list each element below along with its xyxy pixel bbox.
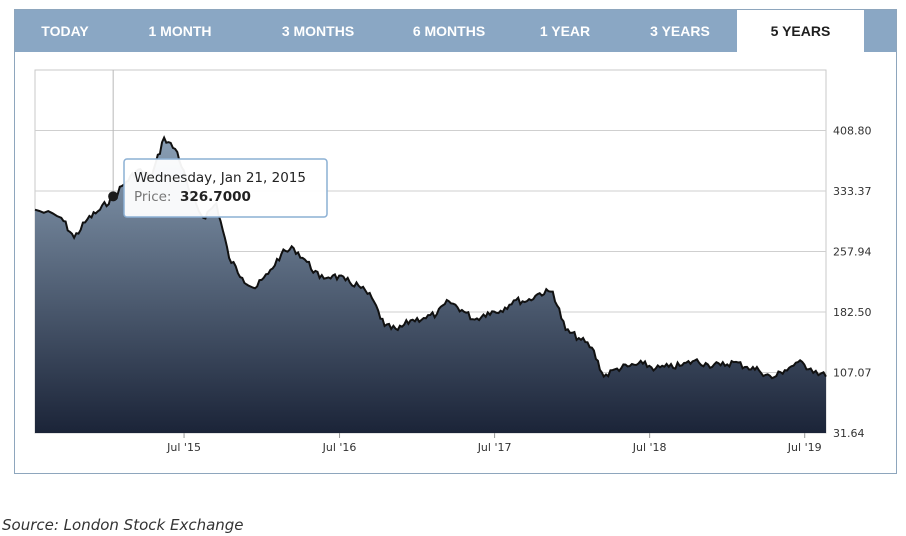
y-tick-label: 31.64 bbox=[833, 427, 865, 440]
y-axis: 408.80 333.37 257.94 182.50 107.07 31.64 bbox=[833, 124, 872, 440]
tab-today[interactable]: TODAY bbox=[41, 23, 89, 39]
x-tick-label: Jul '19 bbox=[787, 441, 822, 454]
period-tab-bar: TODAY 1 MONTH 3 MONTHS 6 MONTHS 1 YEAR 3… bbox=[15, 10, 896, 52]
x-tick-label: Jul '16 bbox=[322, 441, 357, 454]
hover-marker bbox=[108, 191, 119, 202]
y-tick-label: 257.94 bbox=[833, 245, 872, 258]
x-tick-label: Jul '17 bbox=[477, 441, 512, 454]
y-tick-label: 408.80 bbox=[833, 124, 872, 137]
tab-5-years[interactable]: 5 YEARS bbox=[737, 10, 864, 52]
x-tick-label: Jul '18 bbox=[632, 441, 667, 454]
y-tick-label: 333.37 bbox=[833, 185, 872, 198]
y-tick-label: 107.07 bbox=[833, 367, 872, 380]
tab-1-year[interactable]: 1 YEAR bbox=[539, 23, 591, 39]
x-axis: Jul '15 Jul '16 Jul '17 Jul '18 Jul '19 bbox=[166, 433, 822, 454]
tooltip-price-label: Price: bbox=[134, 189, 171, 205]
tooltip-price-value: 326.7000 bbox=[180, 189, 251, 205]
tooltip: Wednesday, Jan 21, 2015 Price: 326.7000 bbox=[123, 158, 328, 218]
price-chart[interactable]: 408.80 333.37 257.94 182.50 107.07 31.64 Jul … bbox=[0, 0, 906, 480]
y-tick-label: 182.50 bbox=[833, 306, 872, 319]
source-caption: Source: London Stock Exchange bbox=[2, 516, 244, 534]
price-area bbox=[35, 137, 826, 433]
tab-3-years[interactable]: 3 YEARS bbox=[650, 23, 710, 39]
tooltip-date: Wednesday, Jan 21, 2015 bbox=[134, 170, 306, 186]
tab-3-months[interactable]: 3 MONTHS bbox=[281, 23, 355, 39]
price-line bbox=[34, 135, 827, 380]
x-tick-label: Jul '15 bbox=[166, 441, 201, 454]
tab-1-month[interactable]: 1 MONTH bbox=[148, 23, 212, 39]
tab-6-months[interactable]: 6 MONTHS bbox=[412, 23, 486, 39]
